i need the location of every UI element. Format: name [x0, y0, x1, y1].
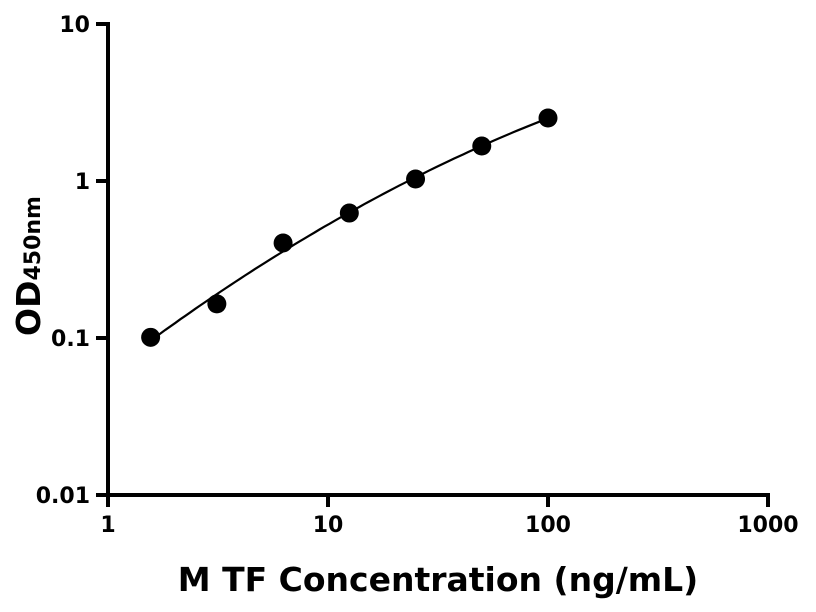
x-tick-label: 1000: [737, 513, 798, 538]
data-point: [141, 327, 161, 347]
y-axis-label: OD450nm: [9, 196, 48, 336]
data-points: [141, 108, 558, 347]
axes: 1 10 100 1000 0.01 0.1 1 10: [36, 13, 799, 538]
y-axis-label-sub: 450nm: [21, 196, 46, 281]
y-tick-label: 0.1: [51, 327, 90, 352]
x-tick-label: 100: [525, 513, 571, 538]
x-tick-label: 1: [100, 513, 115, 538]
data-point: [538, 108, 558, 128]
y-tick-label: 1: [75, 170, 90, 195]
data-point: [273, 233, 293, 253]
y-axis-label-main: OD: [9, 281, 48, 336]
data-point: [339, 203, 359, 223]
y-tick-label: 10: [59, 13, 90, 38]
x-tick-label: 10: [313, 513, 344, 538]
y-tick-label: 0.01: [36, 484, 90, 509]
data-point: [472, 136, 492, 156]
data-point: [406, 169, 426, 189]
data-point: [207, 294, 227, 314]
x-axis-label: M TF Concentration (ng/mL): [178, 560, 699, 599]
